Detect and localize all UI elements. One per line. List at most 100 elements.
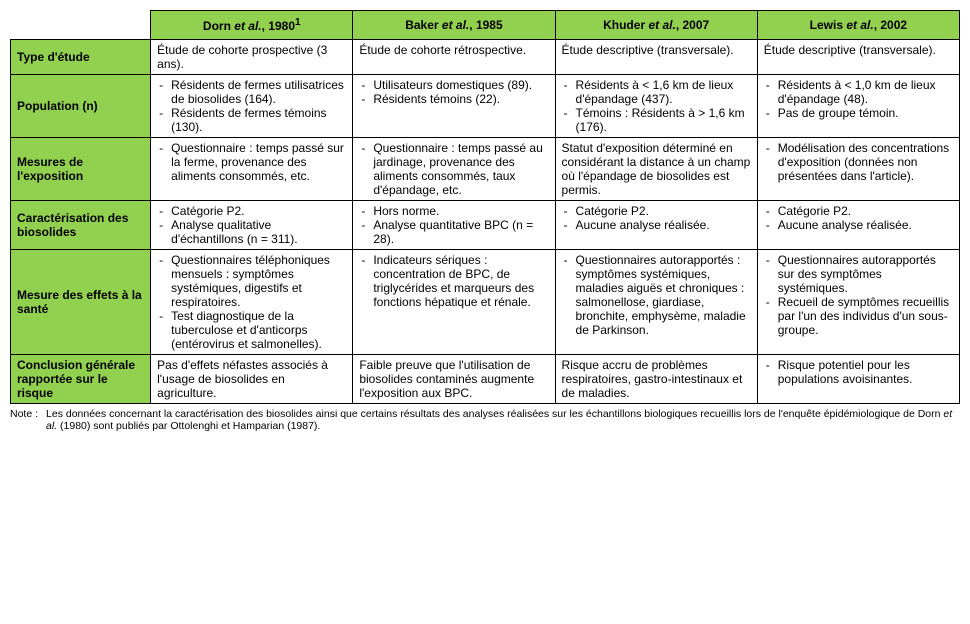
- author-year: , 2002: [874, 18, 907, 32]
- list-item: Aucune analyse réalisée.: [572, 218, 751, 232]
- table-cell: Catégorie P2.Aucune analyse réalisée.: [555, 201, 757, 250]
- list-item: Questionnaire : temps passé sur la ferme…: [167, 141, 346, 183]
- table-cell: Hors norme.Analyse quantitative BPC (n =…: [353, 201, 555, 250]
- table-cell: Questionnaires autorapportés : symptômes…: [555, 250, 757, 355]
- list-item: Test diagnostique de la tuberculose et d…: [167, 309, 346, 351]
- cell-list: Risque potentiel pour les populations av…: [764, 358, 953, 386]
- column-header: Dorn et al., 19801: [151, 11, 353, 40]
- table-cell: Résidents de fermes utilisatrices de bio…: [151, 75, 353, 138]
- list-item: Recueil de symptômes recueillis par l'un…: [774, 295, 953, 337]
- list-item: Analyse quantitative BPC (n = 28).: [369, 218, 548, 246]
- list-item: Questionnaires autorapportés sur des sym…: [774, 253, 953, 295]
- row-header: Mesures de l'exposition: [11, 138, 151, 201]
- list-item: Questionnaire : temps passé au jardinage…: [369, 141, 548, 197]
- table-cell: Questionnaire : temps passé sur la ferme…: [151, 138, 353, 201]
- table-row: Mesure des effets à la santé Questionnair…: [11, 250, 960, 355]
- list-item: Témoins : Résidents à > 1,6 km (176).: [572, 106, 751, 134]
- footnote: Note : Les données concernant la caracté…: [10, 408, 960, 432]
- cell-list: Questionnaires autorapportés sur des sym…: [764, 253, 953, 337]
- table-row: Caractérisation des biosolidesCatégorie …: [11, 201, 960, 250]
- table-row: Mesures de l'exposition Questionnaire : t…: [11, 138, 960, 201]
- list-item: Résidents à < 1,6 km de lieux d'épandage…: [572, 78, 751, 106]
- list-item: Résidents de fermes témoins (130).: [167, 106, 346, 134]
- table-cell: Étude descriptive (transversale).: [757, 40, 959, 75]
- cell-list: Questionnaires autorapportés : symptômes…: [562, 253, 751, 337]
- table-cell: Catégorie P2.Analyse qualitative d'échan…: [151, 201, 353, 250]
- list-item: Aucune analyse réalisée.: [774, 218, 953, 232]
- cell-list: Hors norme.Analyse quantitative BPC (n =…: [359, 204, 548, 246]
- cell-list: Utilisateurs domestiques (89).Résidents …: [359, 78, 548, 106]
- cell-list: Questionnaire : temps passé sur la ferme…: [157, 141, 346, 183]
- table-cell: Risque potentiel pour les populations av…: [757, 355, 959, 404]
- table-header-row: Dorn et al., 19801Baker et al., 1985Khud…: [11, 11, 960, 40]
- table-cell: Résidents à < 1,0 km de lieux d'épandage…: [757, 75, 959, 138]
- author-year: , 1980: [262, 19, 295, 33]
- list-item: Risque potentiel pour les populations av…: [774, 358, 953, 386]
- table-cell: Étude de cohorte rétrospective.: [353, 40, 555, 75]
- table-row: Conclusion générale rapportée sur le ris…: [11, 355, 960, 404]
- table-cell: Indicateurs sériques : concentration de …: [353, 250, 555, 355]
- author-name: Khuder: [603, 18, 648, 32]
- list-item: Utilisateurs domestiques (89).: [369, 78, 548, 92]
- list-item: Catégorie P2.: [572, 204, 751, 218]
- row-header: Conclusion générale rapportée sur le ris…: [11, 355, 151, 404]
- cell-list: Résidents de fermes utilisatrices de bio…: [157, 78, 346, 134]
- table-cell: Faible preuve que l'utilisation de bioso…: [353, 355, 555, 404]
- table-row: Type d'étudeÉtude de cohorte prospective…: [11, 40, 960, 75]
- list-item: Résidents de fermes utilisatrices de bio…: [167, 78, 346, 106]
- list-item: Résidents à < 1,0 km de lieux d'épandage…: [774, 78, 953, 106]
- table-cell: Statut d'exposition déterminé en considé…: [555, 138, 757, 201]
- author-etal: et al.: [442, 18, 469, 32]
- table-cell: Catégorie P2.Aucune analyse réalisée.: [757, 201, 959, 250]
- row-header: Caractérisation des biosolides: [11, 201, 151, 250]
- table-cell: Étude de cohorte prospective (3 ans).: [151, 40, 353, 75]
- list-item: Hors norme.: [369, 204, 548, 218]
- table-row: Population (n) Résidents de fermes utilis…: [11, 75, 960, 138]
- author-year: , 1985: [469, 18, 502, 32]
- table-body: Type d'étudeÉtude de cohorte prospective…: [11, 40, 960, 404]
- cell-list: Catégorie P2.Analyse qualitative d'échan…: [157, 204, 346, 246]
- table-cell: Utilisateurs domestiques (89).Résidents …: [353, 75, 555, 138]
- author-sup: 1: [295, 17, 301, 28]
- list-item: Questionnaires autorapportés : symptômes…: [572, 253, 751, 337]
- author-name: Lewis: [810, 18, 847, 32]
- list-item: Pas de groupe témoin.: [774, 106, 953, 120]
- footnote-text: Les données concernant la caractérisatio…: [46, 408, 960, 432]
- corner-cell: [11, 11, 151, 40]
- table-cell: Étude descriptive (transversale).: [555, 40, 757, 75]
- row-header: Population (n): [11, 75, 151, 138]
- list-item: Questionnaires téléphoniques mensuels : …: [167, 253, 346, 309]
- list-item: Analyse qualitative d'échantillons (n = …: [167, 218, 346, 246]
- cell-list: Questionnaires téléphoniques mensuels : …: [157, 253, 346, 351]
- cell-list: Modélisation des concentrations d'exposi…: [764, 141, 953, 183]
- table-cell: Risque accru de problèmes respiratoires,…: [555, 355, 757, 404]
- author-etal: et al.: [846, 18, 873, 32]
- row-header: Type d'étude: [11, 40, 151, 75]
- table-cell: Pas d'effets néfastes associés à l'usage…: [151, 355, 353, 404]
- author-year: , 2007: [676, 18, 709, 32]
- cell-list: Résidents à < 1,0 km de lieux d'épandage…: [764, 78, 953, 120]
- table-cell: Questionnaires téléphoniques mensuels : …: [151, 250, 353, 355]
- table-cell: Résidents à < 1,6 km de lieux d'épandage…: [555, 75, 757, 138]
- footnote-label: Note :: [10, 408, 46, 432]
- row-header: Mesure des effets à la santé: [11, 250, 151, 355]
- table-cell: Questionnaire : temps passé au jardinage…: [353, 138, 555, 201]
- cell-list: Catégorie P2.Aucune analyse réalisée.: [764, 204, 953, 232]
- list-item: Résidents témoins (22).: [369, 92, 548, 106]
- table-cell: Modélisation des concentrations d'exposi…: [757, 138, 959, 201]
- table-cell: Questionnaires autorapportés sur des sym…: [757, 250, 959, 355]
- author-etal: et al.: [234, 19, 261, 33]
- list-item: Indicateurs sériques : concentration de …: [369, 253, 548, 309]
- column-header: Baker et al., 1985: [353, 11, 555, 40]
- cell-list: Catégorie P2.Aucune analyse réalisée.: [562, 204, 751, 232]
- list-item: Catégorie P2.: [774, 204, 953, 218]
- author-name: Dorn: [203, 19, 234, 33]
- author-name: Baker: [405, 18, 442, 32]
- column-header: Khuder et al., 2007: [555, 11, 757, 40]
- cell-list: Indicateurs sériques : concentration de …: [359, 253, 548, 309]
- comparison-table: Dorn et al., 19801Baker et al., 1985Khud…: [10, 10, 960, 404]
- author-etal: et al.: [648, 18, 675, 32]
- cell-list: Résidents à < 1,6 km de lieux d'épandage…: [562, 78, 751, 134]
- list-item: Modélisation des concentrations d'exposi…: [774, 141, 953, 183]
- column-header: Lewis et al., 2002: [757, 11, 959, 40]
